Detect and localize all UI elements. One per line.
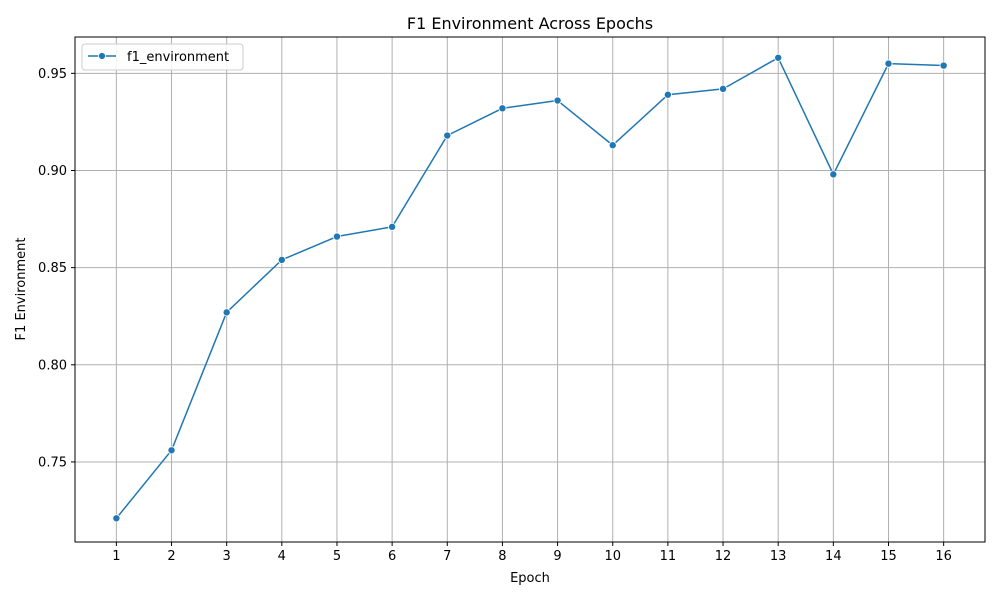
data-point xyxy=(277,255,286,264)
legend: f1_environment xyxy=(81,43,244,71)
data-point xyxy=(774,53,783,62)
y-axis-ticks: 0.75 0.80 0.85 0.90 0.95 xyxy=(38,67,75,470)
x-axis-label: Epoch xyxy=(510,571,550,586)
y-tick-label: 0.90 xyxy=(38,164,67,179)
x-tick-label: 5 xyxy=(333,549,341,564)
data-point xyxy=(498,104,507,113)
data-point xyxy=(719,84,728,93)
data-point xyxy=(388,222,397,231)
data-point xyxy=(939,61,948,70)
data-point xyxy=(663,90,672,99)
series-line xyxy=(115,57,944,519)
data-point xyxy=(829,170,838,179)
data-point xyxy=(167,446,176,455)
data-point xyxy=(884,59,893,68)
y-axis-label: F1 Environment xyxy=(14,238,29,341)
data-point xyxy=(608,141,617,150)
x-tick-label: 14 xyxy=(825,549,842,564)
x-tick-label: 9 xyxy=(553,549,561,564)
x-tick-label: 13 xyxy=(770,549,787,564)
legend-box xyxy=(81,43,244,71)
y-tick-label: 0.85 xyxy=(38,261,67,276)
x-tick-label: 16 xyxy=(935,549,952,564)
data-point xyxy=(443,131,452,140)
data-point xyxy=(332,232,341,241)
legend-marker-swatch xyxy=(98,52,106,60)
x-tick-label: 2 xyxy=(167,549,175,564)
data-point xyxy=(222,308,231,317)
x-tick-label: 10 xyxy=(604,549,621,564)
y-tick-label: 0.75 xyxy=(38,455,67,470)
y-tick-label: 0.80 xyxy=(38,358,67,373)
x-tick-label: 7 xyxy=(443,549,451,564)
x-tick-label: 8 xyxy=(498,549,506,564)
x-tick-label: 6 xyxy=(388,549,396,564)
plot-frame xyxy=(74,36,986,543)
x-tick-label: 4 xyxy=(278,549,286,564)
x-tick-label: 11 xyxy=(660,549,677,564)
x-tick-label: 1 xyxy=(112,549,120,564)
data-point xyxy=(112,514,121,523)
x-tick-label: 12 xyxy=(715,549,732,564)
x-axis-ticks: 1 2 3 4 5 6 7 8 9 10 11 12 13 14 15 16 xyxy=(112,542,952,564)
x-tick-label: 3 xyxy=(223,549,231,564)
chart-title: F1 Environment Across Epochs xyxy=(407,14,653,33)
x-tick-label: 15 xyxy=(880,549,897,564)
y-tick-label: 0.95 xyxy=(38,67,67,82)
data-point xyxy=(553,96,562,105)
series-layer xyxy=(112,53,948,523)
grid-lines xyxy=(75,37,985,542)
legend-label: f1_environment xyxy=(127,50,229,65)
